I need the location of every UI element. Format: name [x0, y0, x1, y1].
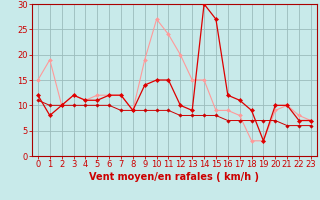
X-axis label: Vent moyen/en rafales ( km/h ): Vent moyen/en rafales ( km/h ) [89, 172, 260, 182]
